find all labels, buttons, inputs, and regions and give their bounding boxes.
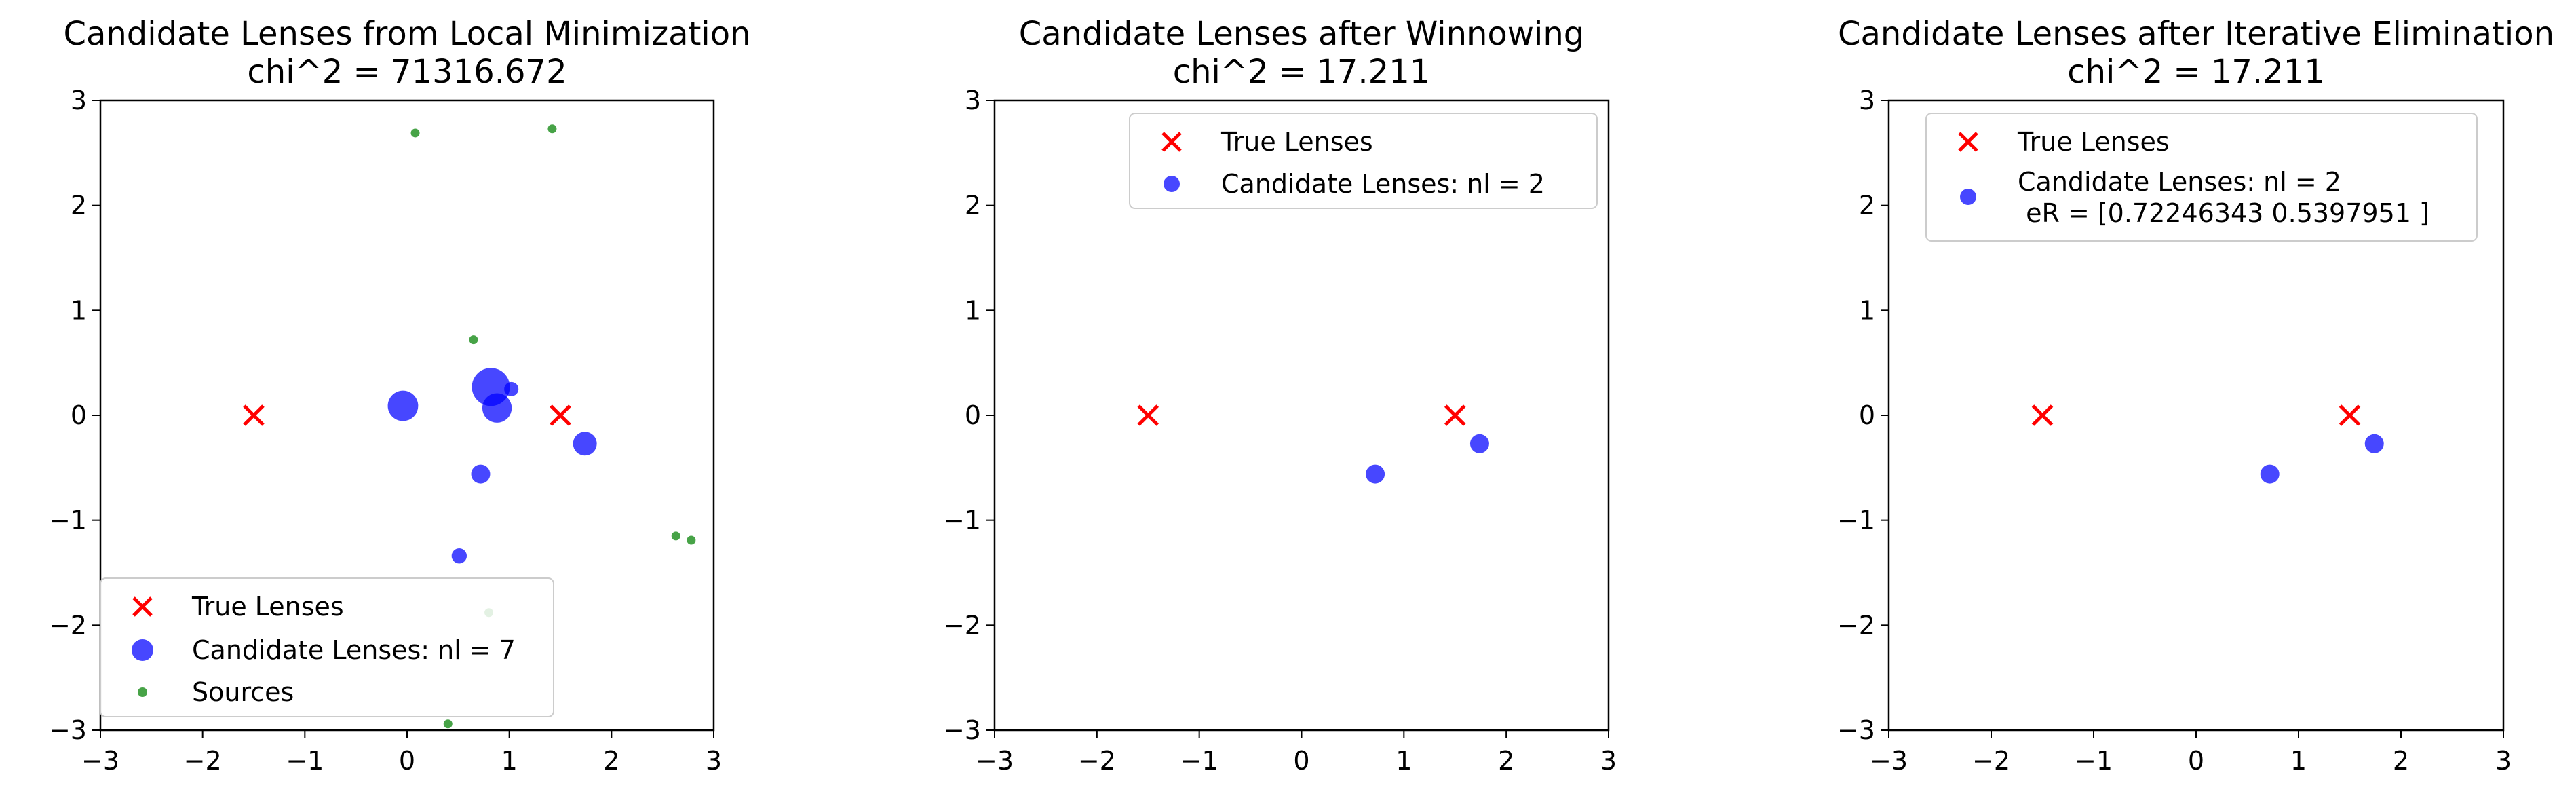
legend-marker-candidate-lenses	[132, 639, 153, 661]
legend: True Lenses Candidate Lenses: nl = 2	[1129, 113, 1598, 209]
candidate-lens-point	[573, 432, 597, 456]
source-point	[687, 535, 696, 545]
source-point	[443, 719, 453, 729]
true-lens-marker	[2339, 404, 2361, 426]
y-tick-label: 0	[71, 400, 87, 430]
legend: True Lenses Candidate Lenses: nl = 2 eR =…	[1925, 113, 2478, 242]
plot-frame	[1887, 99, 2505, 732]
chart-title: Candidate Lenses after Winnowing	[1019, 15, 1585, 53]
legend-label: True Lenses	[191, 592, 344, 622]
x-tick-label: 2	[2393, 746, 2409, 776]
y-tick-label: −2	[943, 610, 981, 640]
chart-panel-3: Candidate Lenses after Iterative Elimina…	[1837, 15, 2554, 776]
legend-label: Candidate Lenses: nl = 2	[2018, 167, 2341, 197]
y-tick-label: 0	[965, 400, 981, 430]
y-tick-label: −3	[943, 715, 981, 745]
y-tick-label: 3	[965, 86, 981, 115]
x-tick-label: 1	[1396, 746, 1412, 776]
y-tick-label: 2	[71, 191, 87, 221]
x-tick-label: 0	[399, 746, 415, 776]
candidate-lens-point	[1366, 464, 1385, 484]
legend-marker-true-lenses	[132, 596, 153, 617]
legend-label: Candidate Lenses: nl = 2	[1221, 169, 1545, 199]
y-tick-label: −3	[1837, 715, 1875, 745]
y-tick-label: 3	[71, 86, 87, 115]
chart-subtitle: chi^2 = 17.211	[1173, 53, 1431, 91]
x-tick-label: −3	[81, 746, 119, 776]
candidate-lens-point	[2364, 434, 2384, 453]
x-tick-label: −2	[184, 746, 222, 776]
legend-box	[100, 577, 554, 717]
x-tick-label: −2	[1078, 746, 1116, 776]
y-tick-label: 3	[1859, 86, 1875, 115]
true-lens-marker	[1137, 404, 1159, 426]
source-point	[547, 124, 557, 134]
legend-label: True Lenses	[2017, 127, 2170, 157]
legend-box	[1925, 113, 2478, 242]
candidate-lens-point	[482, 393, 512, 423]
chart-panel-1: Candidate Lenses from Local Minimization…	[49, 15, 751, 776]
y-tick-label: 2	[965, 191, 981, 221]
x-tick-label: 1	[501, 746, 518, 776]
legend-label: Sources	[192, 677, 294, 707]
legend-box	[1129, 113, 1598, 209]
candidate-lens-point	[2260, 464, 2280, 484]
legend-marker-candidate-lenses	[1960, 189, 1976, 205]
chart-subtitle: chi^2 = 17.211	[2067, 53, 2325, 91]
chart-title: Candidate Lenses after Iterative Elimina…	[1838, 15, 2554, 53]
x-tick-label: 3	[706, 746, 722, 776]
x-tick-label: 3	[2495, 746, 2512, 776]
plot-frame	[99, 99, 715, 732]
x-tick-label: 3	[1600, 746, 1617, 776]
x-tick-label: 0	[2188, 746, 2204, 776]
legend-label: Candidate Lenses: nl = 7	[192, 635, 516, 665]
legend-label-line2: eR = [0.72246343 0.5397951 ]	[2018, 198, 2429, 228]
x-tick-label: −3	[1870, 746, 1908, 776]
y-tick-label: −1	[1837, 506, 1875, 535]
true-lens-marker	[550, 404, 571, 426]
plot-frame	[993, 99, 1610, 732]
x-tick-label: −1	[286, 746, 324, 776]
y-tick-label: 1	[1859, 295, 1875, 325]
legend-marker-true-lenses	[1958, 132, 1978, 152]
y-tick-label: 1	[71, 295, 87, 325]
true-lens-marker	[243, 404, 265, 426]
x-tick-label: 1	[2290, 746, 2307, 776]
y-tick-label: −1	[943, 506, 981, 535]
candidate-lens-point	[504, 381, 519, 396]
x-tick-label: 2	[1498, 746, 1514, 776]
x-tick-label: −2	[1972, 746, 2010, 776]
legend-label: True Lenses	[1220, 127, 1373, 157]
y-tick-label: −1	[49, 506, 87, 535]
x-tick-label: −1	[1180, 746, 1218, 776]
source-point	[469, 335, 478, 345]
true-lens-marker	[1444, 404, 1466, 426]
x-tick-label: −1	[2075, 746, 2113, 776]
x-tick-label: −3	[976, 746, 1014, 776]
legend-marker-sources	[138, 687, 147, 697]
x-tick-label: 0	[1293, 746, 1309, 776]
y-tick-label: −3	[49, 715, 87, 745]
legend-marker-candidate-lenses	[1164, 176, 1180, 192]
y-tick-label: 0	[1859, 400, 1875, 430]
candidate-lens-point	[387, 390, 419, 421]
candidate-lens-point	[451, 548, 467, 564]
legend-marker-true-lenses	[1161, 132, 1182, 152]
candidate-lens-point	[1469, 434, 1489, 453]
y-tick-label: −2	[49, 610, 87, 640]
y-tick-label: 2	[1859, 191, 1875, 221]
chart-subtitle: chi^2 = 71316.672	[247, 53, 566, 91]
y-tick-label: −2	[1837, 610, 1875, 640]
y-tick-label: 1	[965, 295, 981, 325]
source-point	[671, 531, 680, 541]
chart-title: Candidate Lenses from Local Minimization	[63, 15, 750, 53]
true-lens-marker	[2031, 404, 2054, 426]
candidate-lens-point	[471, 464, 491, 484]
x-tick-label: 2	[603, 746, 619, 776]
source-point	[410, 128, 420, 138]
legend: True Lenses Candidate Lenses: nl = 7 Sourc…	[100, 577, 554, 717]
